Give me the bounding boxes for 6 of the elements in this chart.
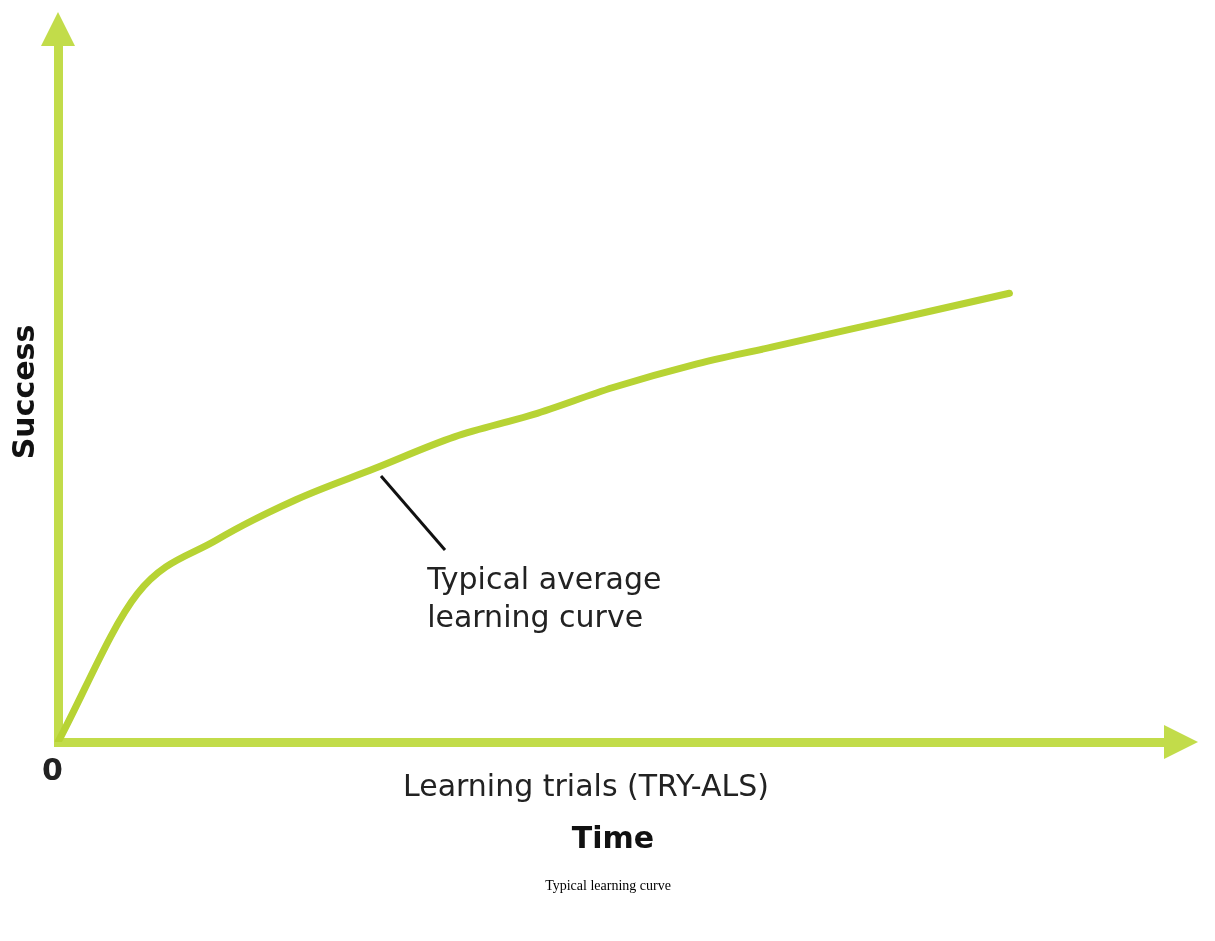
text: 0 (42, 752, 63, 787)
y-axis-title: Success (5, 324, 41, 460)
text: Typical learning curve (544, 878, 672, 894)
annotation: Typical average learning curve (427, 560, 663, 636)
x-axis-title: Time (571, 819, 655, 855)
text: Learning trials (TRY-ALS) (403, 768, 769, 803)
